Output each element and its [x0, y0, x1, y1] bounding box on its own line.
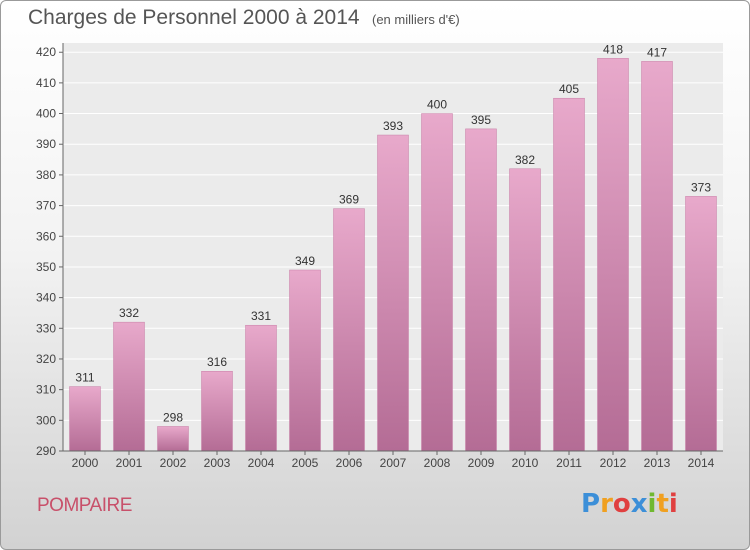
y-tick-label: 420 [36, 45, 56, 59]
x-tick-label-2005: 2005 [292, 456, 319, 470]
y-tick-label: 370 [36, 199, 56, 213]
x-tick-label-2001: 2001 [116, 456, 143, 470]
bar-2000 [69, 386, 101, 452]
bar-2003 [201, 370, 233, 452]
data-label-2003: 316 [207, 355, 227, 369]
proxiti-logo: Proxiti [581, 489, 678, 519]
data-label-2013: 417 [647, 45, 667, 59]
data-label-2008: 400 [427, 98, 447, 112]
logo-letter: r [600, 489, 613, 519]
data-labels: 311 332 298 316 331 349 369 393 400 395 382 405 418 4… [75, 42, 711, 424]
chart-title: Charges de Personnel 2000 à 2014 [28, 6, 360, 29]
y-axis: 290 300 310 320 330 340 350 360 370 380 390 400 410 4… [36, 43, 64, 458]
data-label-2012: 418 [603, 42, 623, 56]
logo-letter: x [630, 489, 648, 519]
data-label-2010: 382 [515, 153, 535, 167]
y-tick-label: 350 [36, 260, 56, 274]
data-label-2006: 369 [339, 193, 359, 207]
location-name: POMPAIRE [37, 495, 132, 516]
bars-group [69, 58, 717, 452]
x-axis: 2000 2001 2002 2003 2004 2005 2006 2007 2008 2009… [63, 450, 723, 470]
x-tick-label-2010: 2010 [512, 456, 539, 470]
y-tick-label: 360 [36, 229, 56, 243]
bar-2007 [377, 134, 409, 452]
data-label-2014: 373 [691, 180, 711, 194]
bar-2013 [641, 61, 673, 452]
bar-2001 [113, 321, 145, 452]
y-tick-label: 300 [36, 413, 56, 427]
x-tick-label-2009: 2009 [468, 456, 495, 470]
bar-2010 [509, 168, 541, 452]
bar-2011 [553, 97, 585, 452]
x-tick-label-2008: 2008 [424, 456, 451, 470]
data-label-2000: 311 [75, 371, 94, 385]
x-tick-label-2012: 2012 [600, 456, 627, 470]
y-tick-label: 310 [36, 383, 56, 397]
x-tick-label-2003: 2003 [204, 456, 231, 470]
bar-2005 [289, 269, 321, 452]
x-tick-label-2000: 2000 [72, 456, 99, 470]
y-tick-label: 380 [36, 168, 56, 182]
logo-letter: t [656, 489, 669, 519]
data-label-2011: 405 [559, 82, 579, 96]
data-label-2002: 298 [163, 410, 183, 424]
bar-2004 [245, 324, 277, 452]
bar-2012 [597, 58, 629, 452]
data-label-2004: 331 [251, 309, 271, 323]
x-tick-label-2007: 2007 [380, 456, 407, 470]
x-tick-label-2006: 2006 [336, 456, 363, 470]
logo-letter: i [647, 489, 657, 519]
x-tick-label-2004: 2004 [248, 456, 275, 470]
logo-letter: P [581, 489, 601, 519]
chart-subtitle: (en milliers d'€) [372, 12, 460, 27]
y-tick-label: 330 [36, 321, 56, 335]
x-tick-label-2002: 2002 [160, 456, 187, 470]
bar-2006 [333, 208, 365, 452]
x-tick-label-2011: 2011 [556, 456, 582, 470]
y-tick-label: 290 [36, 444, 56, 458]
x-tick-label-2014: 2014 [688, 456, 715, 470]
logo-letter: o [612, 489, 631, 519]
y-tick-label: 410 [36, 76, 56, 90]
y-tick-label: 340 [36, 291, 56, 305]
y-tick-label: 320 [36, 352, 56, 366]
data-label-2005: 349 [295, 254, 315, 268]
bar-2014 [685, 196, 717, 452]
data-label-2007: 393 [383, 119, 403, 133]
bar-2009 [465, 128, 497, 452]
y-tick-label: 400 [36, 107, 56, 121]
logo-letter: i [668, 489, 678, 519]
y-tick-label: 390 [36, 137, 56, 151]
bar-2002 [157, 426, 189, 452]
x-tick-label-2013: 2013 [644, 456, 671, 470]
data-label-2001: 332 [119, 306, 139, 320]
data-label-2009: 395 [471, 113, 491, 127]
bar-2008 [421, 113, 453, 452]
